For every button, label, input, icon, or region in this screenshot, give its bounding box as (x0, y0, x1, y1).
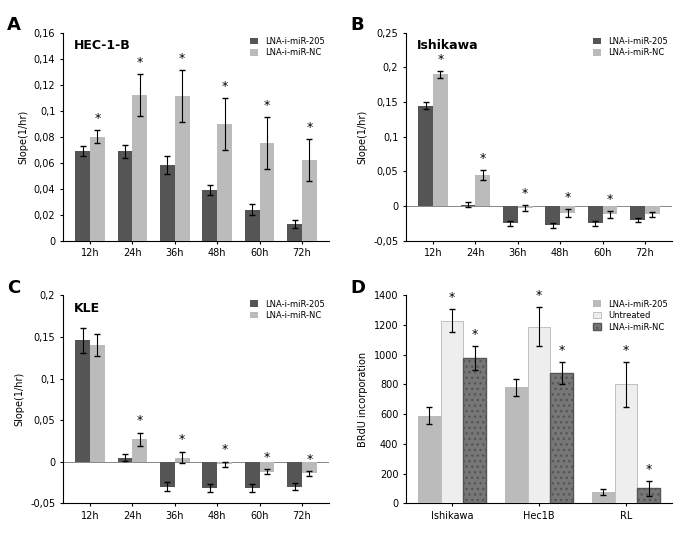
Bar (245, 210, 260, 241)
Text: *: * (94, 112, 101, 125)
Text: C: C (7, 279, 20, 297)
Legend: LNA-i-miR-205, Untreated, LNA-i-miR-NC: LNA-i-miR-205, Untreated, LNA-i-miR-NC (593, 300, 668, 331)
Bar (245, 462, 260, 488)
Bar (645, 206, 660, 214)
Bar (433, 74, 448, 206)
Y-axis label: BRdU incorporation: BRdU incorporation (358, 352, 368, 447)
Bar (302, 160, 317, 241)
Bar (160, 462, 175, 487)
Bar (160, 165, 175, 241)
Text: *: * (221, 79, 228, 92)
Bar (75, 151, 90, 241)
Bar (475, 175, 490, 206)
Text: *: * (307, 452, 313, 465)
Text: *: * (564, 190, 570, 203)
Bar (418, 416, 441, 503)
Bar (287, 462, 302, 487)
Bar (90, 345, 105, 462)
Text: *: * (522, 187, 528, 200)
Bar (518, 206, 533, 208)
Bar (302, 462, 317, 473)
Bar (550, 373, 573, 503)
Text: *: * (623, 344, 629, 357)
Bar (528, 327, 550, 503)
Text: *: * (264, 99, 270, 112)
Bar (637, 488, 660, 503)
Legend: LNA-i-miR-205, LNA-i-miR-NC: LNA-i-miR-205, LNA-i-miR-NC (250, 37, 325, 57)
Text: *: * (307, 121, 313, 134)
Bar (75, 340, 90, 462)
Text: *: * (179, 53, 186, 65)
Bar (118, 457, 132, 462)
Text: *: * (449, 290, 455, 304)
Bar (118, 151, 132, 241)
Text: KLE: KLE (74, 301, 100, 315)
Text: Ishikawa: Ishikawa (416, 39, 478, 52)
Bar (463, 358, 486, 503)
Bar (630, 206, 645, 220)
Legend: LNA-i-miR-205, LNA-i-miR-NC: LNA-i-miR-205, LNA-i-miR-NC (593, 37, 668, 57)
Y-axis label: Slope(1/hr): Slope(1/hr) (18, 109, 28, 164)
Text: *: * (438, 53, 444, 66)
Text: *: * (136, 56, 143, 69)
Bar (202, 190, 217, 241)
Text: *: * (607, 193, 613, 206)
Text: *: * (536, 289, 542, 302)
Text: *: * (472, 328, 478, 341)
Bar (90, 137, 105, 241)
Text: *: * (645, 463, 652, 476)
Bar (175, 96, 190, 241)
Bar (260, 462, 274, 472)
Bar (132, 95, 147, 241)
Bar (287, 224, 302, 241)
Bar (441, 321, 463, 503)
Text: *: * (559, 344, 565, 357)
Y-axis label: Slope(1/hr): Slope(1/hr) (358, 109, 368, 164)
Text: *: * (136, 415, 143, 427)
Bar (588, 206, 603, 223)
Text: *: * (264, 451, 270, 464)
Bar (560, 206, 575, 213)
Text: A: A (7, 16, 21, 34)
Legend: LNA-i-miR-205, LNA-i-miR-NC: LNA-i-miR-205, LNA-i-miR-NC (250, 300, 325, 320)
Text: *: * (221, 444, 228, 456)
Text: B: B (350, 16, 363, 34)
Text: *: * (179, 433, 186, 446)
Text: *: * (480, 152, 486, 165)
Text: D: D (350, 279, 365, 297)
Bar (217, 124, 232, 241)
Bar (545, 206, 560, 225)
Bar (592, 492, 615, 503)
Bar (202, 462, 217, 488)
Bar (132, 439, 147, 462)
Bar (175, 457, 190, 462)
Bar (615, 385, 637, 503)
Bar (603, 206, 617, 214)
Bar (260, 143, 274, 241)
Bar (505, 387, 528, 503)
Bar (503, 206, 518, 223)
Bar (461, 205, 475, 206)
Bar (418, 106, 433, 206)
Bar (217, 462, 232, 464)
Y-axis label: Slope(1/hr): Slope(1/hr) (15, 372, 24, 427)
Text: HEC-1-B: HEC-1-B (74, 39, 130, 52)
